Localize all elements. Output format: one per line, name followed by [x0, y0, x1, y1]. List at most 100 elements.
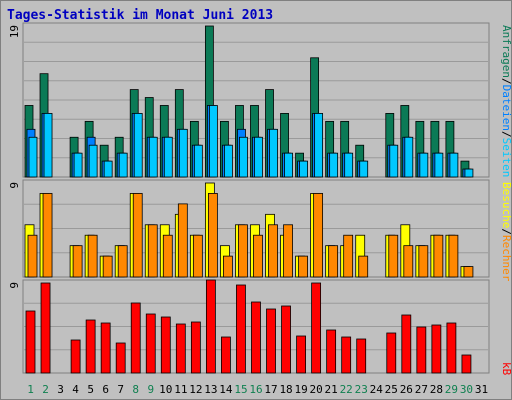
- bar-seiten-day-4: [73, 152, 83, 178]
- bar-seiten-day-22: [344, 152, 354, 178]
- x-tick-label-day-4: 4: [72, 383, 79, 396]
- bar-seiten-day-18: [284, 152, 293, 178]
- bar-kb-day-23: [356, 338, 367, 374]
- bar-rechner-day-11: [177, 203, 188, 278]
- chart-title: Tages-Statistik im Monat Juni 2013: [7, 8, 274, 23]
- x-tick-label-day-9: 9: [147, 383, 154, 396]
- bar-rechner-day-26: [403, 245, 414, 278]
- bar-rechner-day-14: [223, 255, 233, 278]
- bar-seiten-day-1: [28, 136, 38, 178]
- bar-seiten-day-26: [404, 136, 414, 178]
- bar-kb-day-11: [175, 323, 186, 374]
- x-tick-label-day-20: 20: [310, 383, 323, 396]
- x-tick-label-day-26: 26: [400, 383, 413, 396]
- x-tick-label-day-18: 18: [279, 383, 292, 396]
- bar-rechner-day-22: [343, 234, 354, 278]
- bar-seiten-day-28: [434, 152, 444, 178]
- bar-rechner-day-2: [42, 193, 53, 278]
- x-tick-label-day-13: 13: [204, 383, 217, 396]
- bar-kb-day-22: [341, 336, 352, 374]
- bar-seiten-day-9: [148, 136, 158, 178]
- x-tick-label-day-27: 27: [415, 383, 428, 396]
- legend-middle: Besuche/Rechner: [500, 182, 512, 282]
- bar-kb-day-19: [296, 335, 306, 374]
- x-tick-label-day-3: 3: [57, 383, 64, 396]
- x-tick-label-day-2: 2: [42, 383, 49, 396]
- x-tick-label-day-1: 1: [27, 383, 34, 396]
- legend-entry-kb: kB: [500, 362, 512, 376]
- y-max-label-middle: 9: [8, 182, 21, 189]
- x-tick-label-day-7: 7: [117, 383, 124, 396]
- x-tick-label-day-29: 29: [445, 383, 458, 396]
- bar-rechner-day-25: [388, 234, 399, 278]
- bar-rechner-day-10: [162, 234, 173, 278]
- bar-kb-day-5: [85, 319, 96, 374]
- x-tick-label-day-19: 19: [294, 383, 307, 396]
- bar-rechner-day-19: [298, 255, 308, 278]
- bar-kb-day-7: [115, 342, 126, 374]
- bar-seiten-day-29: [449, 152, 459, 178]
- bar-rechner-day-12: [192, 234, 203, 278]
- bar-kb-day-13: [205, 279, 216, 374]
- bar-rechner-day-23: [358, 255, 369, 278]
- bar-kb-day-10: [160, 316, 171, 374]
- legend-text-bottom: kB: [500, 362, 512, 376]
- x-tick-label-day-6: 6: [102, 383, 109, 396]
- legend-entry-seiten: Seiten: [500, 138, 512, 178]
- bar-seiten-day-30: [464, 168, 474, 178]
- bar-seiten-day-16: [254, 136, 263, 178]
- bar-seiten-day-20: [314, 113, 324, 178]
- bar-rechner-day-17: [268, 224, 278, 278]
- bar-rechner-day-18: [283, 224, 293, 278]
- legend-entry-dateien: Dateien: [500, 85, 512, 131]
- bar-kb-day-26: [401, 314, 412, 374]
- y-max-label-bottom: 9: [8, 282, 21, 289]
- bar-rechner-day-29: [448, 234, 459, 278]
- bar-seiten-day-7: [118, 152, 128, 178]
- bar-seiten-day-5: [88, 144, 98, 178]
- bar-rechner-day-5: [87, 234, 98, 278]
- bar-seiten-day-12: [193, 144, 203, 178]
- bar-rechner-day-28: [433, 234, 444, 278]
- legend-text-top: Anfragen/Dateien/Seiten: [500, 25, 512, 177]
- x-tick-label-day-15: 15: [234, 383, 247, 396]
- x-tick-label-day-21: 21: [325, 383, 338, 396]
- bar-seiten-day-10: [163, 136, 173, 178]
- bar-rechner-day-6: [102, 255, 113, 278]
- bar-rechner-day-7: [117, 245, 128, 278]
- bar-rechner-day-20: [313, 193, 324, 278]
- bar-kb-day-30: [461, 354, 472, 374]
- bar-kb-day-6: [100, 322, 111, 374]
- legend-entry-: /: [500, 131, 512, 138]
- bar-kb-day-25: [386, 332, 397, 374]
- bar-kb-day-27: [416, 326, 427, 374]
- x-tick-label-day-23: 23: [355, 383, 368, 396]
- x-tick-label-day-30: 30: [460, 383, 473, 396]
- bar-seiten-day-25: [389, 144, 399, 178]
- legend-top: Anfragen/Dateien/Seiten: [500, 25, 512, 177]
- x-tick-label-day-12: 12: [189, 383, 202, 396]
- bar-kb-day-4: [70, 339, 81, 374]
- bar-kb-day-15: [236, 284, 246, 374]
- bar-seiten-day-19: [299, 160, 308, 178]
- legend-entry-besuche: Besuche: [500, 182, 512, 228]
- bar-seiten-day-27: [419, 152, 429, 178]
- legend-entry-: /: [500, 228, 512, 235]
- bar-kb-day-12: [190, 321, 201, 374]
- x-tick-label-day-24: 24: [370, 383, 384, 396]
- bar-seiten-day-13: [208, 105, 218, 178]
- y-max-label-top: 19: [8, 25, 21, 38]
- legend-entry-: /: [500, 78, 512, 85]
- bar-rechner-day-27: [418, 245, 429, 278]
- legend-entry-rechner: Rechner: [500, 235, 512, 282]
- bar-rechner-day-21: [328, 245, 339, 278]
- legend-entry-anfragen: Anfragen: [500, 25, 512, 78]
- bar-seiten-day-8: [133, 113, 143, 178]
- bar-seiten-day-23: [359, 160, 369, 178]
- bar-kb-day-2: [40, 282, 51, 374]
- bar-kb-day-14: [221, 336, 231, 374]
- bar-rechner-day-9: [147, 224, 158, 278]
- bar-kb-day-17: [266, 308, 276, 374]
- bar-kb-day-9: [145, 313, 156, 374]
